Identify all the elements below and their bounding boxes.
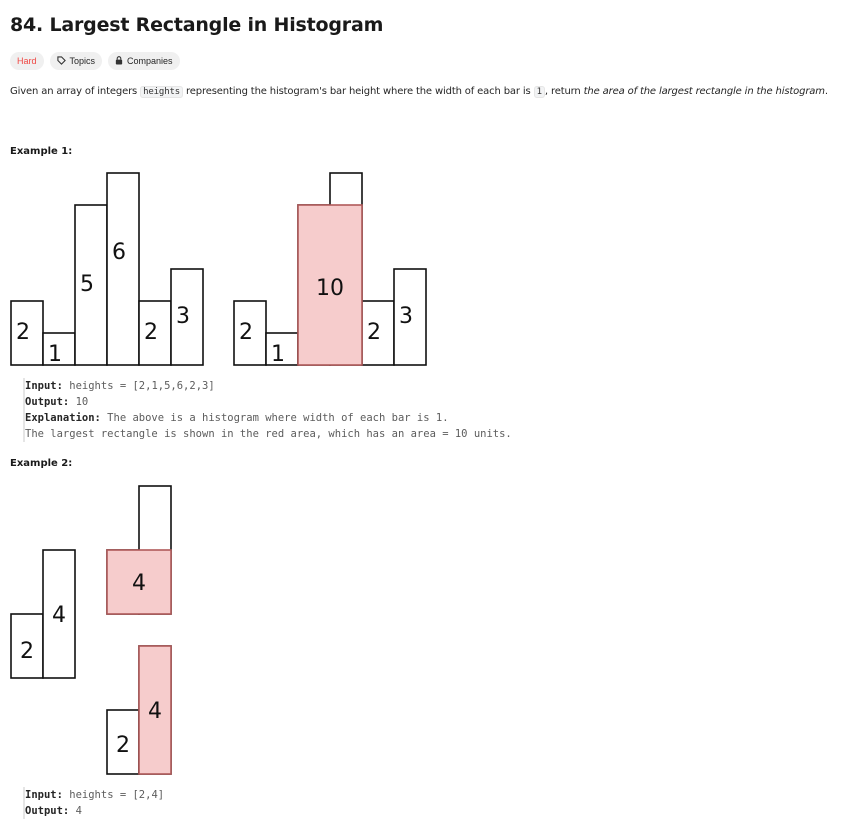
desc-text: . xyxy=(824,86,828,97)
largest-rectangle xyxy=(106,549,172,615)
desc-text: Given an array of integers xyxy=(10,86,141,97)
histogram-bar xyxy=(106,709,140,775)
histogram-bar xyxy=(138,300,172,366)
desc-code-heights: heights xyxy=(140,86,184,98)
example-2-label: Example 2: xyxy=(10,458,73,469)
desc-emphasis: the area of the largest rectangle in the… xyxy=(583,86,825,97)
example-2-io: Input: heights = [2,4] Output: 4 xyxy=(23,787,164,819)
histogram-bar xyxy=(170,268,204,366)
output-value: 10 xyxy=(69,396,89,408)
bar-value-label: 2 xyxy=(239,320,253,345)
problem-title: 84. Largest Rectangle in Histogram xyxy=(10,14,384,36)
problem-description: Given an array of integers heights repre… xyxy=(10,86,840,98)
explanation-line-2: The largest rectangle is shown in the re… xyxy=(25,428,512,440)
area-label: 10 xyxy=(316,276,344,301)
topics-button[interactable]: Topics xyxy=(49,52,103,70)
output-key: Output: xyxy=(25,805,70,817)
area-label: 4 xyxy=(132,571,146,596)
histogram-bar xyxy=(74,204,108,366)
histogram-bar xyxy=(42,332,76,366)
difficulty-label: Hard xyxy=(17,56,37,66)
histogram-bar xyxy=(106,172,140,366)
problem-tags: Hard Topics Companies xyxy=(10,52,180,70)
largest-rectangle xyxy=(138,645,172,775)
input-key: Input: xyxy=(25,380,63,392)
bar-value-label: 2 xyxy=(20,639,34,664)
topics-label: Topics xyxy=(69,56,96,66)
area-label: 4 xyxy=(148,699,162,724)
output-value: 4 xyxy=(69,805,82,817)
bar-value-label: 1 xyxy=(271,342,285,367)
input-key: Input: xyxy=(25,789,63,801)
companies-button[interactable]: Companies xyxy=(108,52,180,70)
histogram-bar xyxy=(10,300,44,366)
bar-value-label: 2 xyxy=(116,733,130,758)
histogram-bar xyxy=(393,268,427,366)
desc-code-one: 1 xyxy=(533,86,545,98)
explanation-key: Explanation: xyxy=(25,412,101,424)
bar-value-label: 3 xyxy=(399,304,413,329)
bar-value-label: 2 xyxy=(367,320,381,345)
bar-value-label: 2 xyxy=(144,320,158,345)
desc-text: representing the histogram's bar height … xyxy=(183,86,534,97)
example-1-label: Example 1: xyxy=(10,146,73,157)
example-1-io: Input: heights = [2,1,5,6,2,3] Output: 10… xyxy=(23,378,512,442)
bar-value-label: 4 xyxy=(52,603,66,628)
desc-text: , return xyxy=(544,86,584,97)
difficulty-badge: Hard xyxy=(10,52,44,70)
histogram-bar xyxy=(42,549,76,679)
bar-value-label: 1 xyxy=(48,342,62,367)
bar-value-label: 2 xyxy=(16,320,30,345)
output-key: Output: xyxy=(25,396,70,408)
bar-value-label: 6 xyxy=(112,240,126,265)
histogram-bar xyxy=(233,300,267,366)
tag-icon xyxy=(56,55,66,67)
lock-icon xyxy=(115,55,123,67)
explanation-value: The above is a histogram where width of … xyxy=(100,412,449,424)
input-value: heights = [2,1,5,6,2,3] xyxy=(62,380,215,392)
bar-value-label: 5 xyxy=(80,272,94,297)
input-value: heights = [2,4] xyxy=(62,789,165,801)
largest-rectangle xyxy=(297,204,363,366)
bar-value-label: 3 xyxy=(176,304,190,329)
companies-label: Companies xyxy=(127,56,173,66)
